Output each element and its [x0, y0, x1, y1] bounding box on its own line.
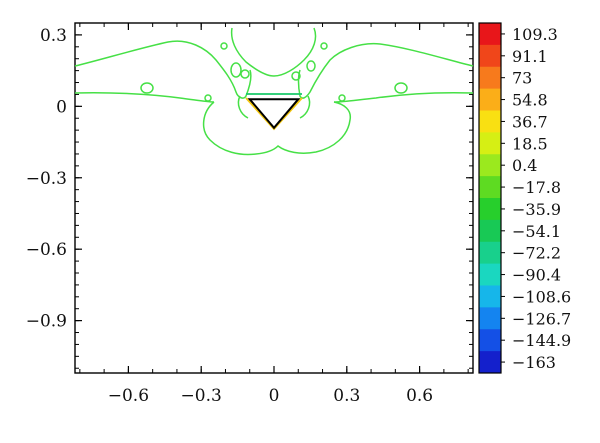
x-tick-label: 0.6 — [406, 386, 433, 406]
colorbar-level-label: −163 — [512, 353, 556, 372]
contour-lines — [74, 27, 474, 156]
colorbar-frame — [478, 22, 502, 374]
contour-small-loop-g — [204, 94, 212, 102]
colorbar-level-label: 73 — [512, 69, 532, 88]
colorbar-swatch — [479, 198, 501, 221]
contour-near-obstacle-right — [299, 95, 311, 119]
contour-small-loop-left — [140, 82, 154, 94]
contour-small-loop-f — [320, 42, 328, 50]
x-tick-label: 0.3 — [333, 386, 360, 406]
colorbar-swatch — [479, 329, 501, 352]
colorbar-swatch — [479, 285, 501, 308]
colorbar-level-label: −54.1 — [512, 222, 561, 241]
contour-near-obstacle-left — [237, 95, 249, 119]
colorbar-level-label: 18.5 — [512, 134, 548, 153]
contour-left-wing-lower — [74, 91, 215, 103]
colorbar-swatch — [479, 110, 501, 133]
colorbar-swatch — [479, 154, 501, 177]
colorbar-level-label: −144.9 — [512, 331, 571, 350]
colorbar-level-label: −90.4 — [512, 266, 561, 285]
contour-right-wing-lower — [333, 92, 474, 103]
contour-small-loop-c — [291, 71, 301, 81]
colorbar-swatch — [479, 241, 501, 265]
colorbar-swatch — [479, 263, 501, 286]
colorbar-level-label: −72.2 — [512, 244, 561, 263]
colorbar-swatch — [479, 219, 501, 243]
y-axis: 0.3 0 −0.3 −0.6 −0.9 — [26, 26, 473, 369]
contour-small-loop-h — [338, 94, 346, 102]
x-axis: −0.6 −0.3 0 0.3 0.6 — [79, 23, 469, 406]
obstacle-triangle — [247, 98, 301, 130]
x-tick-label: −0.3 — [181, 386, 222, 406]
colorbar-swatch — [479, 176, 501, 199]
contour-small-loop-a — [230, 62, 242, 78]
contour-small-loop-b — [240, 69, 250, 79]
y-tick-label: −0.9 — [26, 312, 67, 332]
y-tick-label: −0.3 — [26, 169, 67, 189]
colorbar-level-label: 91.1 — [512, 47, 548, 66]
colorbar-level-label: −35.9 — [512, 200, 561, 219]
plot-area — [74, 22, 474, 374]
contour-top-lobe — [230, 27, 317, 77]
contour-small-loop-e — [220, 42, 228, 50]
colorbar-swatch — [479, 88, 501, 111]
y-tick-label: 0 — [56, 97, 67, 117]
colorbar-level-label: 54.8 — [512, 91, 548, 110]
colorbar-level-label: 0.4 — [512, 156, 537, 175]
colorbar-swatch — [479, 351, 501, 374]
colorbar: 109.3 91.1 73 54.8 36.7 18.5 0.4 −17.8 −35.9 −54.… — [478, 22, 571, 374]
colorbar-level-label: 109.3 — [512, 25, 558, 44]
colorbar-level-label: −126.7 — [512, 309, 571, 328]
contour-small-loop-d — [306, 60, 316, 72]
x-tick-label: 0 — [269, 386, 280, 406]
colorbar-swatch — [479, 23, 501, 46]
colorbar-level-label: 36.7 — [512, 112, 548, 131]
y-tick-label: −0.6 — [26, 240, 67, 260]
colorbar-swatch — [479, 132, 501, 155]
colorbar-level-label: −17.8 — [512, 178, 561, 197]
colorbar-swatch — [479, 66, 501, 90]
contour-small-loop-right — [394, 82, 408, 94]
contour-lower-loop — [202, 101, 352, 156]
colorbar-swatch — [479, 44, 501, 68]
x-tick-label: −0.6 — [108, 386, 149, 406]
colorbar-level-label: −108.6 — [512, 287, 571, 306]
colorbar-swatch — [479, 307, 501, 330]
y-tick-label: 0.3 — [40, 26, 67, 46]
